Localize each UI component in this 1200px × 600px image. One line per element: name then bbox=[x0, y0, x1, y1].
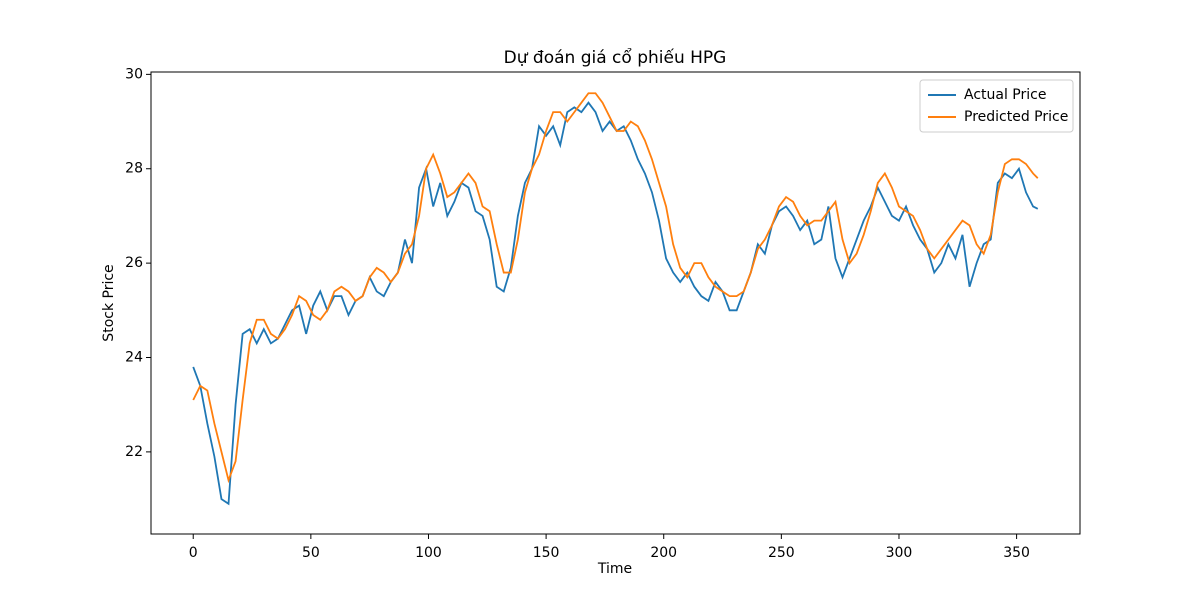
x-tick-label: 200 bbox=[650, 545, 677, 561]
y-tick-label: 22 bbox=[125, 444, 143, 460]
legend-box bbox=[919, 79, 1074, 133]
data-line bbox=[192, 92, 1039, 484]
legend-label: Predicted Price bbox=[964, 109, 1068, 125]
x-tick-label: 0 bbox=[189, 545, 198, 561]
y-axis-label: Stock Price bbox=[101, 264, 117, 341]
x-axis-label: Time bbox=[597, 561, 632, 577]
x-tick-label: 300 bbox=[886, 545, 913, 561]
y-tick-label: 28 bbox=[125, 161, 143, 177]
x-tick-label: 100 bbox=[415, 545, 442, 561]
y-tick-label: 24 bbox=[125, 350, 143, 366]
y-tick-label: 30 bbox=[125, 66, 143, 82]
legend-label: Actual Price bbox=[964, 87, 1046, 103]
x-tick-label: 50 bbox=[302, 545, 320, 561]
data-line bbox=[192, 101, 1039, 506]
chart-title: Dự đoán giá cổ phiếu HPG bbox=[504, 47, 727, 68]
x-tick-label: 250 bbox=[768, 545, 795, 561]
y-tick-label: 26 bbox=[125, 255, 143, 271]
x-tick-label: 350 bbox=[1003, 545, 1030, 561]
plot-frame bbox=[150, 71, 1081, 535]
x-tick-label: 150 bbox=[533, 545, 560, 561]
